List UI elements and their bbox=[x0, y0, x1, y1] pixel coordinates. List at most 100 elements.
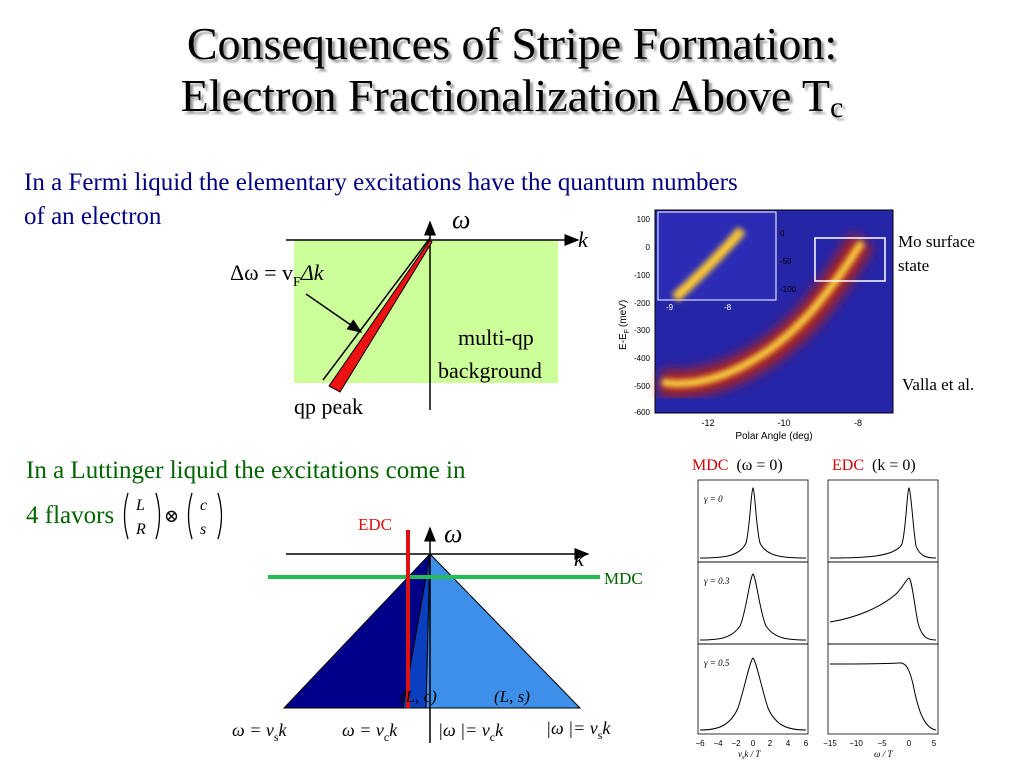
matrix-right-paren-close bbox=[217, 492, 223, 540]
region-ls-label: (L, s) bbox=[494, 687, 530, 706]
y-tick-m100: -100 bbox=[634, 271, 651, 280]
fermi-liquid-text: In a Fermi liquid the elementary excitat… bbox=[24, 166, 738, 234]
left-x-label-rest: k / T bbox=[744, 749, 761, 759]
inset-y-tick-1: -50 bbox=[780, 257, 792, 266]
dispersion-line bbox=[322, 237, 431, 381]
x-tick-m10: -10 bbox=[777, 418, 790, 428]
matrix-l: L bbox=[135, 497, 145, 514]
eq-vc-sub: c bbox=[384, 730, 389, 744]
luttinger-liquid-diagram: EDC MDC ω k (L, c) (L, s) ω = vsk ω = vc… bbox=[232, 515, 643, 744]
flavor-matrix: L R ⊗ c s bbox=[124, 492, 223, 540]
region-lc-label: (L, c) bbox=[400, 687, 437, 706]
inset-y-tick-2: -100 bbox=[780, 285, 797, 294]
qp-pointer-arrow bbox=[305, 293, 363, 333]
edc-panel-3 bbox=[827, 643, 939, 735]
dispersion-lhs: Δω = v bbox=[230, 260, 293, 285]
eq-abs-vc-k: k bbox=[495, 720, 504, 740]
luttinger-text-line-1: In a Luttinger liquid the excitations co… bbox=[26, 457, 466, 484]
title-line-1: Consequences of Stripe Formation: bbox=[186, 18, 838, 69]
edc-curve-gamma-0-5 bbox=[829, 662, 937, 731]
edc-header-eq: (k = 0) bbox=[872, 457, 916, 474]
luttinger-text-line-2: 4 flavors L R ⊗ c s bbox=[26, 490, 465, 542]
fermi-text-line-2: of an electron bbox=[24, 203, 162, 230]
mdc-header: MDC (ω = 0) bbox=[692, 457, 783, 474]
eq-abs-vs-main: |ω |= v bbox=[546, 718, 598, 738]
eq-vs-sub: s bbox=[274, 730, 279, 744]
edc-header: EDC (k = 0) bbox=[832, 457, 916, 474]
left-x-tick-6: 6 bbox=[804, 739, 809, 748]
edc-label: EDC bbox=[358, 515, 392, 534]
eq-omega-vs-k: ω = vsk bbox=[232, 720, 288, 744]
slide-title: Consequences of Stripe Formation: Electr… bbox=[0, 18, 1024, 134]
y-tick-m300: -300 bbox=[634, 326, 651, 335]
gamma-label-0-5: γ = 0.5 bbox=[704, 658, 730, 668]
mdc-header-label: MDC bbox=[692, 457, 728, 474]
arpes-inset-band bbox=[671, 226, 746, 302]
valla-credit: Valla et al. bbox=[902, 375, 975, 394]
otimes-symbol: ⊗ bbox=[164, 506, 179, 526]
eq-vc-k: k bbox=[389, 720, 398, 740]
inset-x-tick-0: -9 bbox=[666, 303, 674, 312]
title-subscript: c bbox=[830, 91, 844, 124]
arpes-x-axis-label: Polar Angle (deg) bbox=[735, 431, 812, 442]
y-tick-m500: -500 bbox=[634, 382, 651, 391]
gamma-label-0: γ = 0 bbox=[704, 494, 723, 504]
y-label-main: E-E bbox=[618, 333, 629, 350]
eq-abs-omega-vs-k: |ω |= vsk bbox=[546, 718, 611, 742]
dispersion-sub: F bbox=[293, 275, 301, 290]
eq-vs-main: ω = v bbox=[232, 720, 274, 740]
edc-curve-gamma-0 bbox=[829, 487, 937, 559]
four-flavors-text: 4 flavors bbox=[26, 502, 115, 529]
edc-panel-1 bbox=[827, 479, 939, 563]
eq-omega-vc-k: ω = vck bbox=[342, 720, 398, 744]
mdc-panel-1 bbox=[697, 479, 809, 563]
fermi-text-line-1: In a Fermi liquid the elementary excitat… bbox=[24, 169, 738, 196]
spin-region-ls bbox=[425, 552, 582, 709]
k-axis-label-2: k bbox=[574, 546, 585, 571]
dispersion-equation: Δω = vFΔk bbox=[230, 260, 325, 290]
luttinger-liquid-text: In a Luttinger liquid the excitations co… bbox=[26, 452, 465, 542]
y-label-sub: F bbox=[624, 329, 631, 333]
eq-vs-k: k bbox=[279, 720, 288, 740]
mdc-label: MDC bbox=[604, 569, 643, 588]
edc-header-label: EDC bbox=[832, 457, 864, 474]
eq-abs-vc-main: |ω |= v bbox=[438, 720, 490, 740]
mdc-curve-gamma-0 bbox=[699, 487, 807, 559]
right-x-tick-3: 0 bbox=[907, 739, 912, 748]
dispersion-rhs: Δk bbox=[300, 260, 325, 285]
qp-peak-shape bbox=[328, 239, 433, 393]
multi-qp-label: multi-qp bbox=[458, 325, 534, 350]
mo-surface-line-1: Mo surface bbox=[898, 232, 975, 251]
mdc-curve-gamma-0-3 bbox=[699, 573, 807, 641]
mo-surface-annotation: Mo surface state bbox=[898, 230, 975, 278]
eq-abs-vs-sub: s bbox=[598, 728, 603, 742]
omega-axis-label: ω bbox=[452, 205, 470, 234]
right-x-axis-label: ω / T bbox=[874, 749, 893, 759]
arpes-intensity-map: 0 -50 -100 -9 -8 100 0 -100 -200 -300 -4… bbox=[618, 209, 894, 442]
eq-abs-omega-vc-k: |ω |= vck bbox=[438, 720, 504, 744]
background-label: background bbox=[438, 358, 542, 383]
y-tick-m200: -200 bbox=[634, 299, 651, 308]
right-x-tick-0: −15 bbox=[823, 739, 837, 748]
gamma-label-0-5-text: γ = 0.5 bbox=[704, 658, 730, 668]
gamma-label-0-3: γ = 0.3 bbox=[704, 576, 730, 586]
mdc-edc-curves: MDC (ω = 0) EDC (k = 0) γ = 0 γ = 0.3 γ … bbox=[692, 457, 939, 760]
inset-y-tick-0: 0 bbox=[780, 229, 785, 238]
x-tick-m12: -12 bbox=[701, 418, 714, 428]
y-tick-100: 100 bbox=[637, 215, 651, 224]
left-x-tick-4: 2 bbox=[768, 739, 773, 748]
matrix-right-paren-open bbox=[188, 492, 193, 540]
left-x-tick-5: 4 bbox=[786, 739, 791, 748]
left-x-tick-0: −6 bbox=[695, 739, 705, 748]
mdc-panel-3 bbox=[697, 643, 809, 735]
edc-curve-gamma-0-3 bbox=[829, 577, 937, 641]
left-x-tick-1: −4 bbox=[713, 739, 723, 748]
y-tick-0: 0 bbox=[646, 243, 651, 252]
y-tick-m600: -600 bbox=[634, 408, 651, 417]
y-label-unit: (meV) bbox=[618, 300, 629, 327]
arpes-band-core bbox=[661, 240, 865, 388]
matrix-r: R bbox=[135, 521, 146, 538]
y-tick-m400: -400 bbox=[634, 354, 651, 363]
gamma-label-0-text: γ = 0 bbox=[704, 494, 723, 504]
matrix-left-paren-open bbox=[124, 492, 129, 540]
